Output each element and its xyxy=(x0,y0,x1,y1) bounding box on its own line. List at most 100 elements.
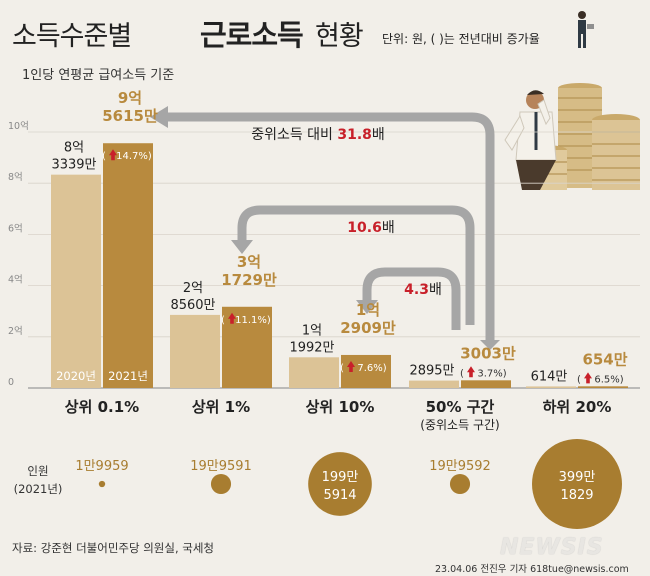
title-part1: 소득수준별 xyxy=(12,21,132,52)
arrow-tail xyxy=(480,340,500,350)
value-label-2020: 8억 xyxy=(64,141,84,156)
value-label-2020: 614만 xyxy=(531,369,568,384)
pct-paren-open: ( xyxy=(460,368,464,379)
comparison-value: 31.8 xyxy=(337,127,372,143)
y-tick-label: 2억 xyxy=(8,325,23,337)
bar-2021 xyxy=(103,143,153,388)
arrow-head xyxy=(150,106,168,128)
pct-growth-label: 14.7%) xyxy=(116,151,152,162)
up-arrow-icon xyxy=(109,149,117,161)
people-circle xyxy=(449,473,471,495)
people-circle xyxy=(532,439,622,529)
arrow-to-top10 xyxy=(362,267,461,330)
y-tick-label: 6억 xyxy=(8,222,23,234)
value-label-2021: 3억 xyxy=(237,253,261,271)
value-label-2021: 1억 xyxy=(356,301,380,319)
unit-note: 단위: 원, ( )는 전년대비 증가율 xyxy=(382,32,540,46)
bar-2021 xyxy=(461,380,511,388)
series-label-2020: 2020년 xyxy=(56,369,96,383)
value-label-2020: 2억 xyxy=(183,281,203,296)
arrow-head xyxy=(231,240,253,254)
pct-paren-open: ( xyxy=(102,151,106,162)
x-axis-labels: 상위 0.1% 상위 1% 상위 10% 50% 구간 (중위소득 구간) 하위 20% xyxy=(65,398,612,432)
arrow-to-top01 xyxy=(168,112,495,340)
comparison-label: 중위소득 대비 31.8배 xyxy=(251,127,385,143)
arrow-head xyxy=(356,300,378,314)
people-row: 인원 (2021년) 1만9959 19만9591 199만 5914 19만9592 399… xyxy=(14,439,622,529)
comparison-suffix: 배 xyxy=(372,127,385,143)
pct-growth-label: 11.1%) xyxy=(235,315,271,326)
x-axis-label: 하위 20% xyxy=(543,398,612,416)
subtitle: 1인당 연평균 급여소득 기준 xyxy=(22,68,175,83)
bar-2021 xyxy=(578,386,628,388)
x-axis-label: 50% 구간 xyxy=(426,398,495,416)
pct-growth-label: 3.7%) xyxy=(477,368,506,379)
credit-footer: 23.04.06 전진우 기자 618tue@newsis.com xyxy=(435,564,629,575)
comparison-prefix: 중위소득 대비 xyxy=(251,127,337,143)
series-label-2021: 2021년 xyxy=(108,369,148,383)
up-arrow-icon xyxy=(347,360,355,372)
title-part3: 현황 xyxy=(315,21,364,52)
up-arrow-icon xyxy=(584,372,592,384)
y-tick-label: 8억 xyxy=(8,171,23,183)
comparison-suffix: 배 xyxy=(429,282,442,298)
bar-2020 xyxy=(526,386,576,388)
people-circle xyxy=(98,480,106,488)
title-part2: 근로소득 xyxy=(200,18,304,52)
comparison-value: 4.3 xyxy=(404,282,429,298)
pct-paren-open: ( xyxy=(221,315,225,326)
people-count: 19만9592 xyxy=(429,459,491,474)
pct-paren-open: ( xyxy=(340,363,344,374)
value-label-2021: 9억 xyxy=(118,89,142,107)
people-circle xyxy=(308,452,372,516)
value-label-2021: 654만 xyxy=(582,350,627,368)
people-count: 19만9591 xyxy=(190,459,252,474)
people-count: 1만9959 xyxy=(75,459,128,474)
bar-2020 xyxy=(170,314,220,388)
x-axis-label: 상위 1% xyxy=(192,398,250,416)
people-count-line2: 5914 xyxy=(323,488,356,503)
people-count-line2: 1829 xyxy=(560,488,593,503)
leaning-man-figure xyxy=(504,90,557,190)
source-note: 자료: 강준현 더불어민주당 의원실, 국세청 xyxy=(12,541,215,555)
people-title: 인원 xyxy=(27,464,48,478)
up-arrow-icon xyxy=(228,312,236,324)
value-label-2020: 1992만 xyxy=(289,340,334,355)
x-axis-label: 상위 10% xyxy=(306,398,375,416)
bars xyxy=(51,143,628,388)
y-tick-label: 10억 xyxy=(8,120,29,132)
comparison-value: 10.6 xyxy=(347,220,382,236)
small-person-figure xyxy=(578,11,594,48)
bar-2020 xyxy=(289,357,339,388)
pct-paren-open: ( xyxy=(577,374,581,385)
value-label-2020: 8560만 xyxy=(170,298,215,313)
y-tick-label: 0 xyxy=(8,377,14,388)
y-tick-label: 4억 xyxy=(8,274,23,286)
value-label-2021: 5615만 xyxy=(102,107,158,125)
bar-2020 xyxy=(409,380,459,388)
pct-growth-label: 7.6%) xyxy=(357,363,386,374)
coin-stack-illustration xyxy=(504,11,640,190)
bar-2020 xyxy=(51,174,101,388)
people-count-line1: 399만 xyxy=(559,470,596,485)
value-label-2020: 3339만 xyxy=(51,158,96,173)
people-title-year: (2021년) xyxy=(14,482,63,496)
value-label-2021: 3003만 xyxy=(460,344,516,362)
up-arrow-icon xyxy=(467,366,475,378)
x-axis-label: 상위 0.1% xyxy=(65,398,139,416)
value-label-2021: 1729만 xyxy=(221,271,277,289)
comparison-label: 10.6배 xyxy=(347,220,394,236)
value-label-2020: 1억 xyxy=(302,323,322,338)
x-axis-sublabel: (중위소득 구간) xyxy=(420,418,499,432)
comparison-arrows xyxy=(150,106,500,350)
pct-growth-label: 6.5%) xyxy=(594,374,623,385)
value-label-2020: 2895만 xyxy=(409,364,454,379)
arrow-to-top1 xyxy=(237,205,475,325)
comparison-suffix: 배 xyxy=(382,220,395,236)
newsis-logo: NEWSIS xyxy=(500,535,604,560)
comparison-label: 4.3배 xyxy=(404,282,442,298)
people-count-line1: 199만 xyxy=(322,470,359,485)
